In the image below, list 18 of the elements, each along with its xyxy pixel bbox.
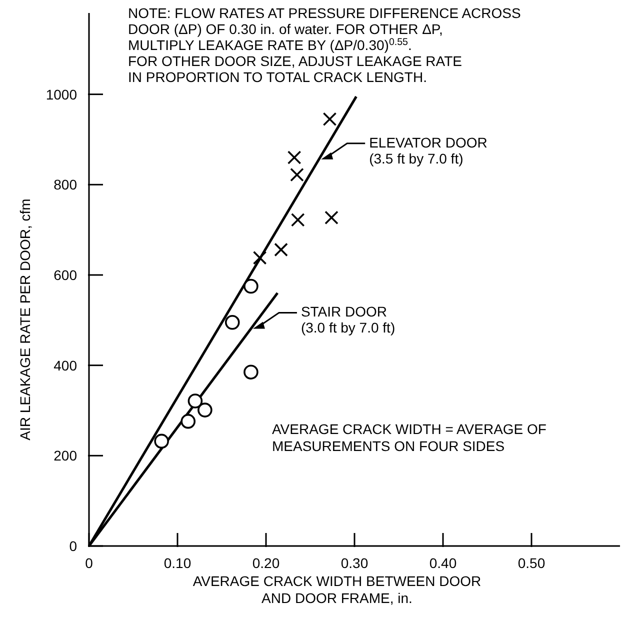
x-tick-label: 0.40 [429,555,457,571]
x-tick-label: 0 [85,555,94,571]
y-tick-label: 800 [54,176,78,193]
x-tick-label: 0.10 [164,555,192,571]
x-tick-label: 0.30 [340,555,368,571]
annotation: ELEVATOR DOOR (3.5 ft by 7.0 ft) [369,134,488,166]
x-tick-label: 0.50 [518,555,546,571]
annotation: NOTE: FLOW RATES AT PRESSURE DIFFERENCE ACROSS DOOR (ΔP) OF 0.30 in. of water. FOR OTHER ΔP, MULTIPLY LEAKAGE RATE BY (ΔP/0.30)$^{0.55}$. FOR OTHER DOOR SIZE, ADJUST LEAKAGE RATE IN PROPORTION TO TOTAL CRACK LENGTH. [128,5,521,85]
x-axis-title: AVERAGE CRACK WIDTH BETWEEN DOOR AND DOOR FRAME, in. [192,573,482,606]
y-tick-label: 400 [54,357,78,374]
y-tick-label: 200 [54,448,78,464]
y-axis-title: AIR LEAKAGE RATE PER DOOR, cfm [17,198,33,440]
annotation: STAIR DOOR (3.0 ft by 7.0 ft) [300,304,396,336]
y-tick-label: 600 [54,266,78,283]
y-tick-label: 0 [69,538,78,554]
y-tick-label: 1000 [46,86,78,102]
annotation: AVERAGE CRACK WIDTH = AVERAGE OF MEASUREMENTS ON FOUR SIDES [272,421,546,454]
x-tick-label: 0.20 [252,555,280,571]
